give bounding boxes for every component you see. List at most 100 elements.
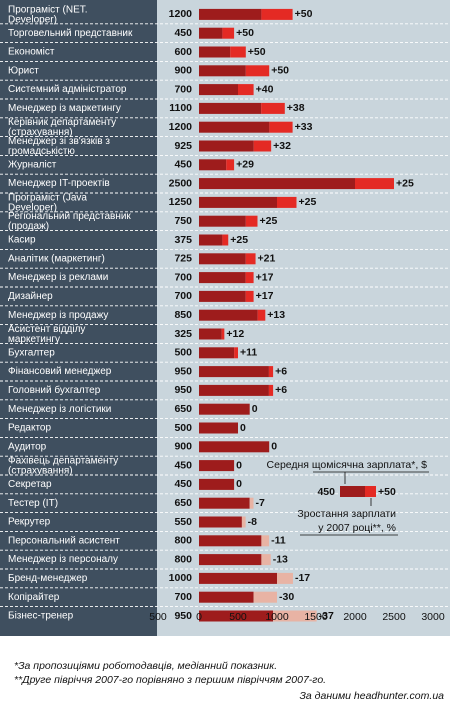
- salary-bar-increase: [245, 253, 256, 265]
- x-tick-label: 3000: [421, 611, 445, 623]
- salary-bar-decrease: [253, 591, 277, 603]
- category-label: Економіст: [8, 47, 55, 58]
- salary-bar-decrease: [261, 535, 270, 547]
- salary-bar-increase: [277, 196, 297, 208]
- salary-bar-increase: [268, 384, 274, 396]
- salary-value: 750: [174, 215, 192, 227]
- category-label: Головний бухгалтер: [8, 384, 101, 396]
- salary-value: 800: [174, 553, 192, 565]
- chart-rows: Програміст (NET. Developer) 1200 +50 Торгове…: [0, 4, 450, 622]
- salary-value: 450: [174, 27, 192, 39]
- salary-bar-base: [199, 65, 246, 77]
- salary-bar-increase: [268, 366, 274, 378]
- salary-bar-base: [199, 8, 262, 20]
- category-label: Програміст (Java Developer): [8, 192, 87, 213]
- change-label: +50: [236, 27, 254, 39]
- salary-bar-base: [199, 309, 258, 321]
- salary-bar-increase: [245, 290, 254, 302]
- salary-bar-base: [199, 554, 262, 566]
- category-label: Менеджер із маркетингу: [8, 103, 121, 114]
- change-label: +12: [226, 328, 244, 340]
- salary-bar-increase: [226, 159, 235, 171]
- category-label: Регіональний представник (продаж): [8, 211, 131, 232]
- salary-bar-increase: [221, 328, 225, 340]
- salary-value: 500: [174, 347, 192, 359]
- salary-bar-base: [199, 27, 223, 39]
- salary-bar-decrease: [241, 516, 246, 528]
- category-label: Торговельний представник: [8, 28, 133, 39]
- salary-bar-increase: [261, 8, 293, 20]
- category-label: Керівник департаменту (страхування): [8, 117, 116, 138]
- x-axis-ticks: 500 0 500 1000 1500 2000 2500 3000: [149, 611, 445, 623]
- salary-value: 500: [174, 422, 192, 434]
- category-label: Менеджер зі зв'язків з громадськістю: [8, 136, 110, 157]
- salary-bar-decrease: [273, 610, 317, 622]
- category-label: Бухгалтер: [8, 347, 55, 358]
- chart-legend: Середня щомісячна зарплата*, $ 450 +50 Зрос…: [267, 459, 429, 536]
- legend-growth-label-line1: Зростання зарплати: [297, 508, 396, 520]
- salary-bar-increase: [234, 347, 238, 359]
- salary-bar-increase: [238, 84, 254, 96]
- salary-bar-base: [199, 196, 277, 208]
- salary-bar-base: [199, 140, 254, 152]
- change-label: +50: [271, 65, 289, 77]
- salary-value: 550: [174, 516, 192, 528]
- category-label: Дизайнер: [8, 291, 53, 302]
- change-label: -7: [256, 497, 265, 509]
- salary-value: 450: [174, 459, 192, 471]
- category-label: Секретар: [8, 479, 52, 490]
- salary-bar-base: [199, 46, 231, 58]
- x-tick-label: 2500: [382, 611, 406, 623]
- category-label: Менеджер IT-проектів: [8, 178, 110, 189]
- salary-bar-increase: [261, 102, 285, 114]
- salary-value: 950: [174, 610, 192, 622]
- salary-value: 325: [174, 328, 192, 340]
- salary-value: 950: [174, 365, 192, 377]
- salary-value: 725: [174, 253, 192, 265]
- change-label: +17: [256, 290, 274, 302]
- salary-value: 2500: [169, 177, 193, 189]
- salary-bar-base: [199, 253, 246, 265]
- x-tick-label: 1500: [304, 611, 328, 623]
- category-label: Копірайтер: [8, 592, 60, 603]
- change-label: 0: [252, 403, 258, 415]
- category-label-column: [0, 0, 157, 636]
- source-note: За даними headhunter.com.ua: [299, 690, 444, 702]
- salary-value: 450: [174, 478, 192, 490]
- footnote-median: *За пропозиціями роботодавців, медіанний…: [14, 660, 278, 672]
- category-label: Системний адміністратор: [8, 84, 127, 95]
- salary-bar-base: [199, 290, 246, 302]
- salary-bar-base: [199, 572, 277, 584]
- category-label: Бізнес-тренер: [8, 611, 74, 622]
- category-label: Фахівець департаменту (страхування): [8, 455, 118, 476]
- salary-bar-increase: [222, 234, 229, 246]
- change-label: +50: [248, 46, 266, 58]
- change-label: +38: [287, 102, 305, 114]
- change-label: +25: [299, 196, 317, 208]
- change-label: 0: [236, 478, 242, 490]
- salary-value: 700: [174, 271, 192, 283]
- salary-bar-base: [199, 441, 270, 453]
- category-label: Рекрутер: [8, 517, 51, 528]
- change-label: +17: [256, 271, 274, 283]
- salary-bar-increase: [257, 309, 266, 321]
- salary-bar-base: [199, 328, 222, 340]
- salary-value: 850: [174, 309, 192, 321]
- salary-bar-base: [199, 102, 262, 114]
- change-label: +13: [267, 309, 285, 321]
- salary-bar-base: [199, 535, 262, 547]
- salary-value: 450: [174, 159, 192, 171]
- change-label: +11: [240, 347, 257, 359]
- x-tick-label: 0: [196, 611, 202, 623]
- change-label: +25: [396, 177, 414, 189]
- category-label: Тестер (IT): [8, 498, 58, 509]
- category-label: Програміст (NET. Developer): [8, 4, 88, 25]
- salary-bar-decrease: [249, 497, 254, 509]
- salary-value: 700: [174, 290, 192, 302]
- salary-value: 375: [174, 234, 192, 246]
- salary-bar-increase: [245, 65, 270, 77]
- change-label: +6: [275, 365, 287, 377]
- salary-bar-base: [199, 234, 223, 246]
- change-label: -37: [319, 610, 334, 622]
